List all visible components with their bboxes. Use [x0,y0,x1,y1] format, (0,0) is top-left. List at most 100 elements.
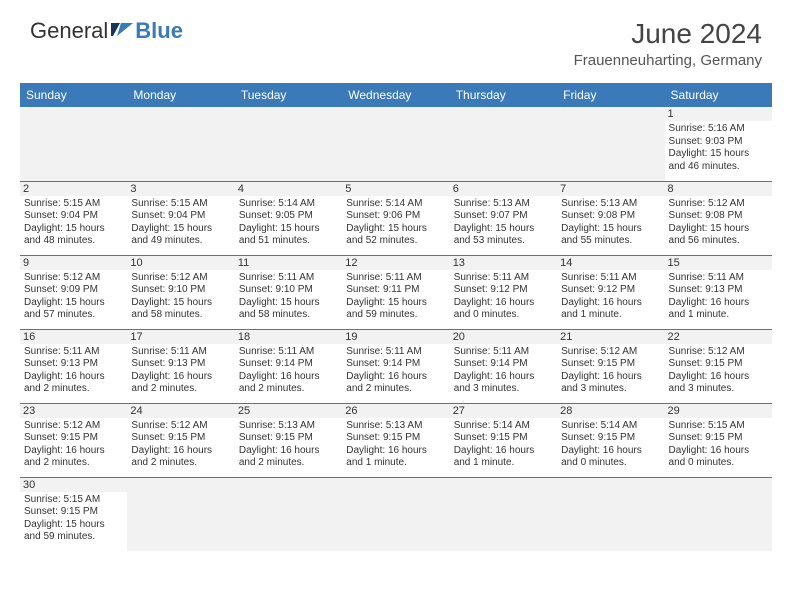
day-info: Sunrise: 5:12 AMSunset: 9:09 PMDaylight:… [24,272,123,322]
sunset-text: Sunset: 9:15 PM [669,432,768,445]
weekday-header-row: Sunday Monday Tuesday Wednesday Thursday… [20,83,772,107]
sunrise-text: Sunrise: 5:12 AM [561,346,660,359]
calendar-cell: 11Sunrise: 5:11 AMSunset: 9:10 PMDayligh… [235,255,342,329]
calendar-cell: 13Sunrise: 5:11 AMSunset: 9:12 PMDayligh… [450,255,557,329]
calendar-cell: 14 Sunrise: 5:11 AMSunset: 9:12 PMDayligh… [557,255,664,329]
day-number: 30 [20,478,127,492]
day-info: Sunrise: 5:13 AMSunset: 9:15 PMDaylight:… [346,420,445,470]
day-number: 15 [665,256,772,270]
sunrise-text: Sunrise: 5:14 AM [454,420,553,433]
sunset-text: Sunset: 9:10 PM [131,284,230,297]
sunset-text: Sunset: 9:11 PM [346,284,445,297]
day-info: Sunrise: 5:14 AMSunset: 9:06 PMDaylight:… [346,198,445,248]
day-info: Sunrise: 5:11 AMSunset: 9:10 PMDaylight:… [239,272,338,322]
daylight-text: Daylight: 15 hours and 49 minutes. [131,223,230,248]
sunset-text: Sunset: 9:14 PM [346,358,445,371]
sunrise-text: Sunrise: 5:11 AM [454,272,553,285]
calendar-row: 2Sunrise: 5:15 AMSunset: 9:04 PMDaylight… [20,181,772,255]
location-label: Frauenneuharting, Germany [574,52,762,69]
daylight-text: Daylight: 15 hours and 56 minutes. [669,223,768,248]
daylight-text: Daylight: 16 hours and 3 minutes. [454,371,553,396]
day-info: Sunrise: 5:14 AMSunset: 9:15 PMDaylight:… [454,420,553,470]
sunrise-text: Sunrise: 5:14 AM [239,198,338,211]
day-info: Sunrise: 5:16 AMSunset: 9:03 PMDaylight:… [669,123,768,173]
calendar-cell [342,107,449,181]
daylight-text: Daylight: 15 hours and 48 minutes. [24,223,123,248]
day-number: 28 [557,404,664,418]
day-number: 6 [450,182,557,196]
daylight-text: Daylight: 15 hours and 59 minutes. [24,519,123,544]
calendar-cell [557,477,664,551]
daylight-text: Daylight: 15 hours and 58 minutes. [131,297,230,322]
day-number: 12 [342,256,449,270]
sunset-text: Sunset: 9:08 PM [561,210,660,223]
calendar-cell: 3Sunrise: 5:15 AMSunset: 9:04 PMDaylight… [127,181,234,255]
header: General Blue June 2024 Frauenneuharting,… [0,0,792,77]
day-info: Sunrise: 5:12 AMSunset: 9:08 PMDaylight:… [669,198,768,248]
sunrise-text: Sunrise: 5:14 AM [561,420,660,433]
calendar-cell: 19Sunrise: 5:11 AMSunset: 9:14 PMDayligh… [342,329,449,403]
sunrise-text: Sunrise: 5:12 AM [24,420,123,433]
calendar-row: 1 Sunrise: 5:16 AMSunset: 9:03 PMDaylight… [20,107,772,181]
day-number: 26 [342,404,449,418]
daylight-text: Daylight: 15 hours and 52 minutes. [346,223,445,248]
sunset-text: Sunset: 9:14 PM [239,358,338,371]
brand-text-1: General [30,18,108,44]
day-info: Sunrise: 5:12 AMSunset: 9:15 PMDaylight:… [669,346,768,396]
day-info: Sunrise: 5:12 AMSunset: 9:10 PMDaylight:… [131,272,230,322]
day-number: 5 [342,182,449,196]
sunset-text: Sunset: 9:13 PM [24,358,123,371]
weekday-header: Friday [557,83,664,107]
day-info: Sunrise: 5:15 AMSunset: 9:04 PMDaylight:… [24,198,123,248]
day-info: Sunrise: 5:11 AMSunset: 9:12 PMDaylight:… [454,272,553,322]
sunrise-text: Sunrise: 5:15 AM [24,494,123,507]
daylight-text: Daylight: 16 hours and 0 minutes. [669,445,768,470]
day-info: Sunrise: 5:12 AMSunset: 9:15 PMDaylight:… [131,420,230,470]
day-info: Sunrise: 5:11 AMSunset: 9:14 PMDaylight:… [239,346,338,396]
day-number: 20 [450,330,557,344]
day-number: 8 [665,182,772,196]
calendar-cell: 15Sunrise: 5:11 AMSunset: 9:13 PMDayligh… [665,255,772,329]
brand-logo: General Blue [30,18,183,44]
day-info: Sunrise: 5:15 AMSunset: 9:15 PMDaylight:… [669,420,768,470]
day-number: 18 [235,330,342,344]
day-number: 1 [665,107,772,121]
sunset-text: Sunset: 9:10 PM [239,284,338,297]
sunrise-text: Sunrise: 5:12 AM [24,272,123,285]
sunrise-text: Sunrise: 5:11 AM [346,272,445,285]
sunrise-text: Sunrise: 5:12 AM [131,420,230,433]
sunset-text: Sunset: 9:13 PM [669,284,768,297]
day-info: Sunrise: 5:15 AMSunset: 9:15 PMDaylight:… [24,494,123,544]
sunrise-text: Sunrise: 5:16 AM [669,123,768,136]
day-number: 19 [342,330,449,344]
sunrise-text: Sunrise: 5:15 AM [24,198,123,211]
calendar-cell [450,477,557,551]
calendar-cell [450,107,557,181]
day-info: Sunrise: 5:14 AMSunset: 9:15 PMDaylight:… [561,420,660,470]
day-info: Sunrise: 5:11 AMSunset: 9:14 PMDaylight:… [454,346,553,396]
calendar-cell: 26 Sunrise: 5:13 AMSunset: 9:15 PMDayligh… [342,403,449,477]
sunset-text: Sunset: 9:15 PM [669,358,768,371]
sunset-text: Sunset: 9:04 PM [131,210,230,223]
day-number: 9 [20,256,127,270]
calendar-cell: 27Sunrise: 5:14 AMSunset: 9:15 PMDayligh… [450,403,557,477]
calendar-cell: 9 Sunrise: 5:12 AMSunset: 9:09 PMDaylight… [20,255,127,329]
calendar-cell: 6Sunrise: 5:13 AMSunset: 9:07 PMDaylight… [450,181,557,255]
calendar-cell [557,107,664,181]
day-info: Sunrise: 5:11 AMSunset: 9:12 PMDaylight:… [561,272,660,322]
sunrise-text: Sunrise: 5:12 AM [669,346,768,359]
calendar-cell [665,477,772,551]
sunrise-text: Sunrise: 5:13 AM [346,420,445,433]
day-number: 10 [127,256,234,270]
day-number: 14 [557,256,664,270]
sunset-text: Sunset: 9:15 PM [454,432,553,445]
daylight-text: Daylight: 16 hours and 1 minute. [346,445,445,470]
day-number: 21 [557,330,664,344]
sunrise-text: Sunrise: 5:11 AM [239,346,338,359]
day-info: Sunrise: 5:15 AMSunset: 9:04 PMDaylight:… [131,198,230,248]
daylight-text: Daylight: 16 hours and 2 minutes. [346,371,445,396]
calendar-cell: 7Sunrise: 5:13 AMSunset: 9:08 PMDaylight… [557,181,664,255]
sunset-text: Sunset: 9:06 PM [346,210,445,223]
day-info: Sunrise: 5:11 AMSunset: 9:13 PMDaylight:… [131,346,230,396]
daylight-text: Daylight: 15 hours and 55 minutes. [561,223,660,248]
